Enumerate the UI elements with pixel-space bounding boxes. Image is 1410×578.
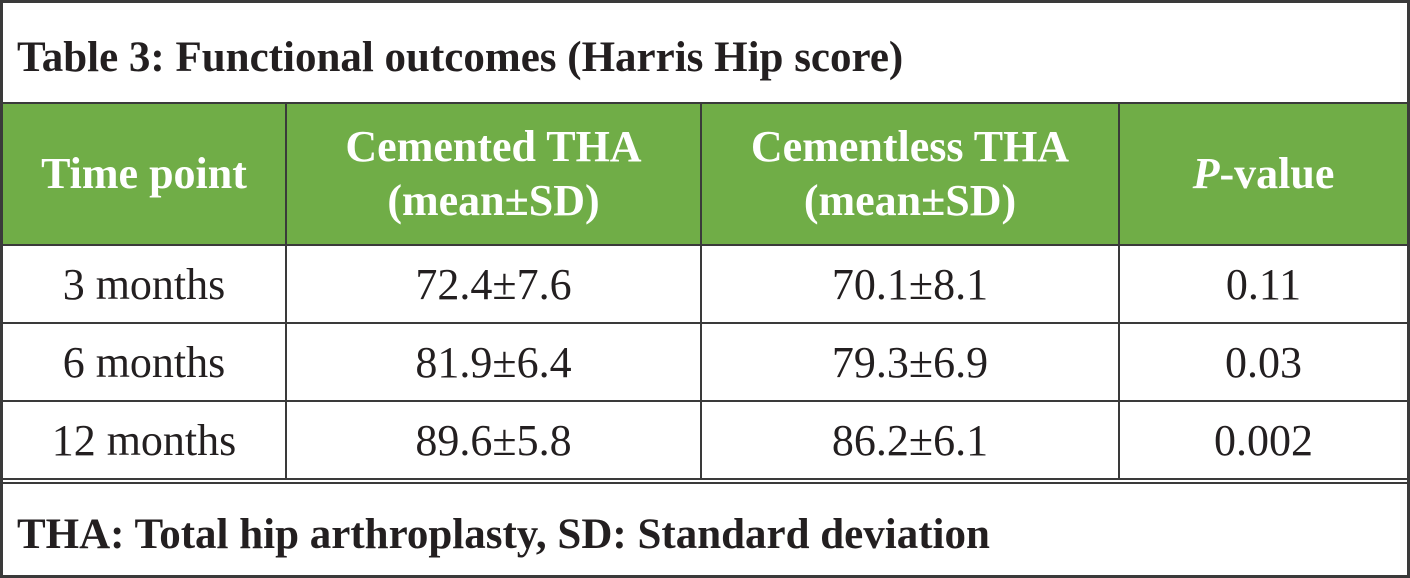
table-cell: 6 months (3, 322, 287, 402)
table-row: 12 months 89.6±5.8 86.2±6.1 0.002 (3, 400, 1407, 480)
table-title: Table 3: Functional outcomes (Harris Hip… (3, 3, 1407, 104)
table-cell: 70.1±8.1 (700, 244, 1120, 324)
table-cell: 0.03 (1118, 322, 1407, 402)
footnote: THA: Total hip arthroplasty, SD: Standar… (3, 482, 1407, 575)
table-cell: 12 months (3, 400, 287, 480)
header-cell: P-value (1118, 104, 1407, 246)
table-cell: 89.6±5.8 (285, 400, 702, 480)
header-cell: Cemented THA (mean±SD) (285, 104, 702, 246)
table-cell: 81.9±6.4 (285, 322, 702, 402)
data-table: Time point Cemented THA (mean±SD) Cement… (3, 104, 1407, 480)
table-cell: 72.4±7.6 (285, 244, 702, 324)
table-cell: 0.11 (1118, 244, 1407, 324)
header-cell: Time point (3, 104, 287, 246)
table-cell: 0.002 (1118, 400, 1407, 480)
table-body: 3 months 72.4±7.6 70.1±8.1 0.11 6 months 81.9… (3, 244, 1407, 480)
header-row: Time point Cemented THA (mean±SD) Cement… (3, 104, 1407, 246)
table-cell: 86.2±6.1 (700, 400, 1120, 480)
header-cell: Cementless THA (mean±SD) (700, 104, 1120, 246)
table-cell: 3 months (3, 244, 287, 324)
table-row: 3 months 72.4±7.6 70.1±8.1 0.11 (3, 244, 1407, 324)
table-row: 6 months 81.9±6.4 79.3±6.9 0.03 (3, 322, 1407, 402)
table-cell: 79.3±6.9 (700, 322, 1120, 402)
